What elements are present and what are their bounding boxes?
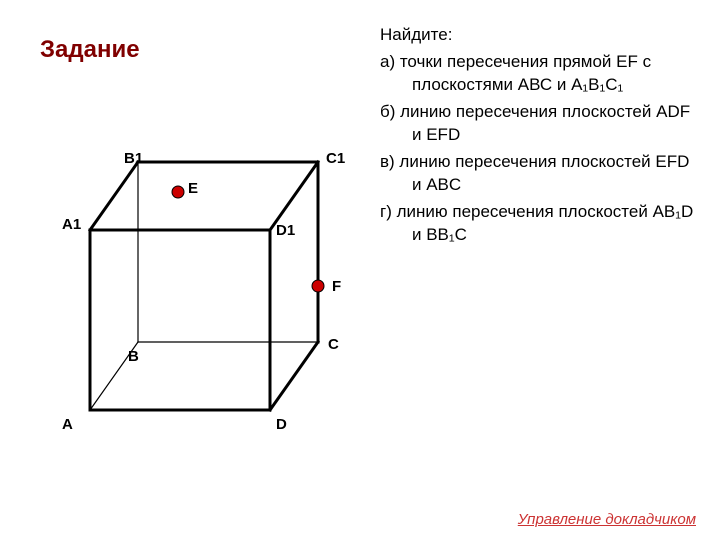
presenter-control-link[interactable]: Управление докладчиком (518, 511, 696, 528)
label-D1: D1 (276, 222, 295, 239)
task-title: Задание (40, 36, 140, 64)
label-C: C (328, 336, 339, 353)
cube-diagram: ADCBA1D1C1B1EF (70, 110, 350, 430)
label-A: A (62, 416, 73, 433)
item-d: г) линию пересечения плоскостей AB₁D и B… (380, 201, 700, 247)
item-a: а) точки пересечения прямой EF с плоскос… (380, 51, 700, 97)
label-F: F (332, 278, 341, 295)
label-A1: A1 (62, 216, 81, 233)
label-B1: B1 (124, 150, 143, 167)
cube-svg (70, 110, 350, 430)
item-b: б) линию пересечения плоскостей ADF и EF… (380, 101, 700, 147)
item-c: в) линию пересечения плоскостей EFD и AB… (380, 151, 700, 197)
label-E: E (188, 180, 198, 197)
problem-text: Найдите: а) точки пересечения прямой EF … (380, 24, 700, 250)
find-label: Найдите: (380, 24, 700, 47)
label-B: B (128, 348, 139, 365)
label-D: D (276, 416, 287, 433)
label-C1: C1 (326, 150, 345, 167)
